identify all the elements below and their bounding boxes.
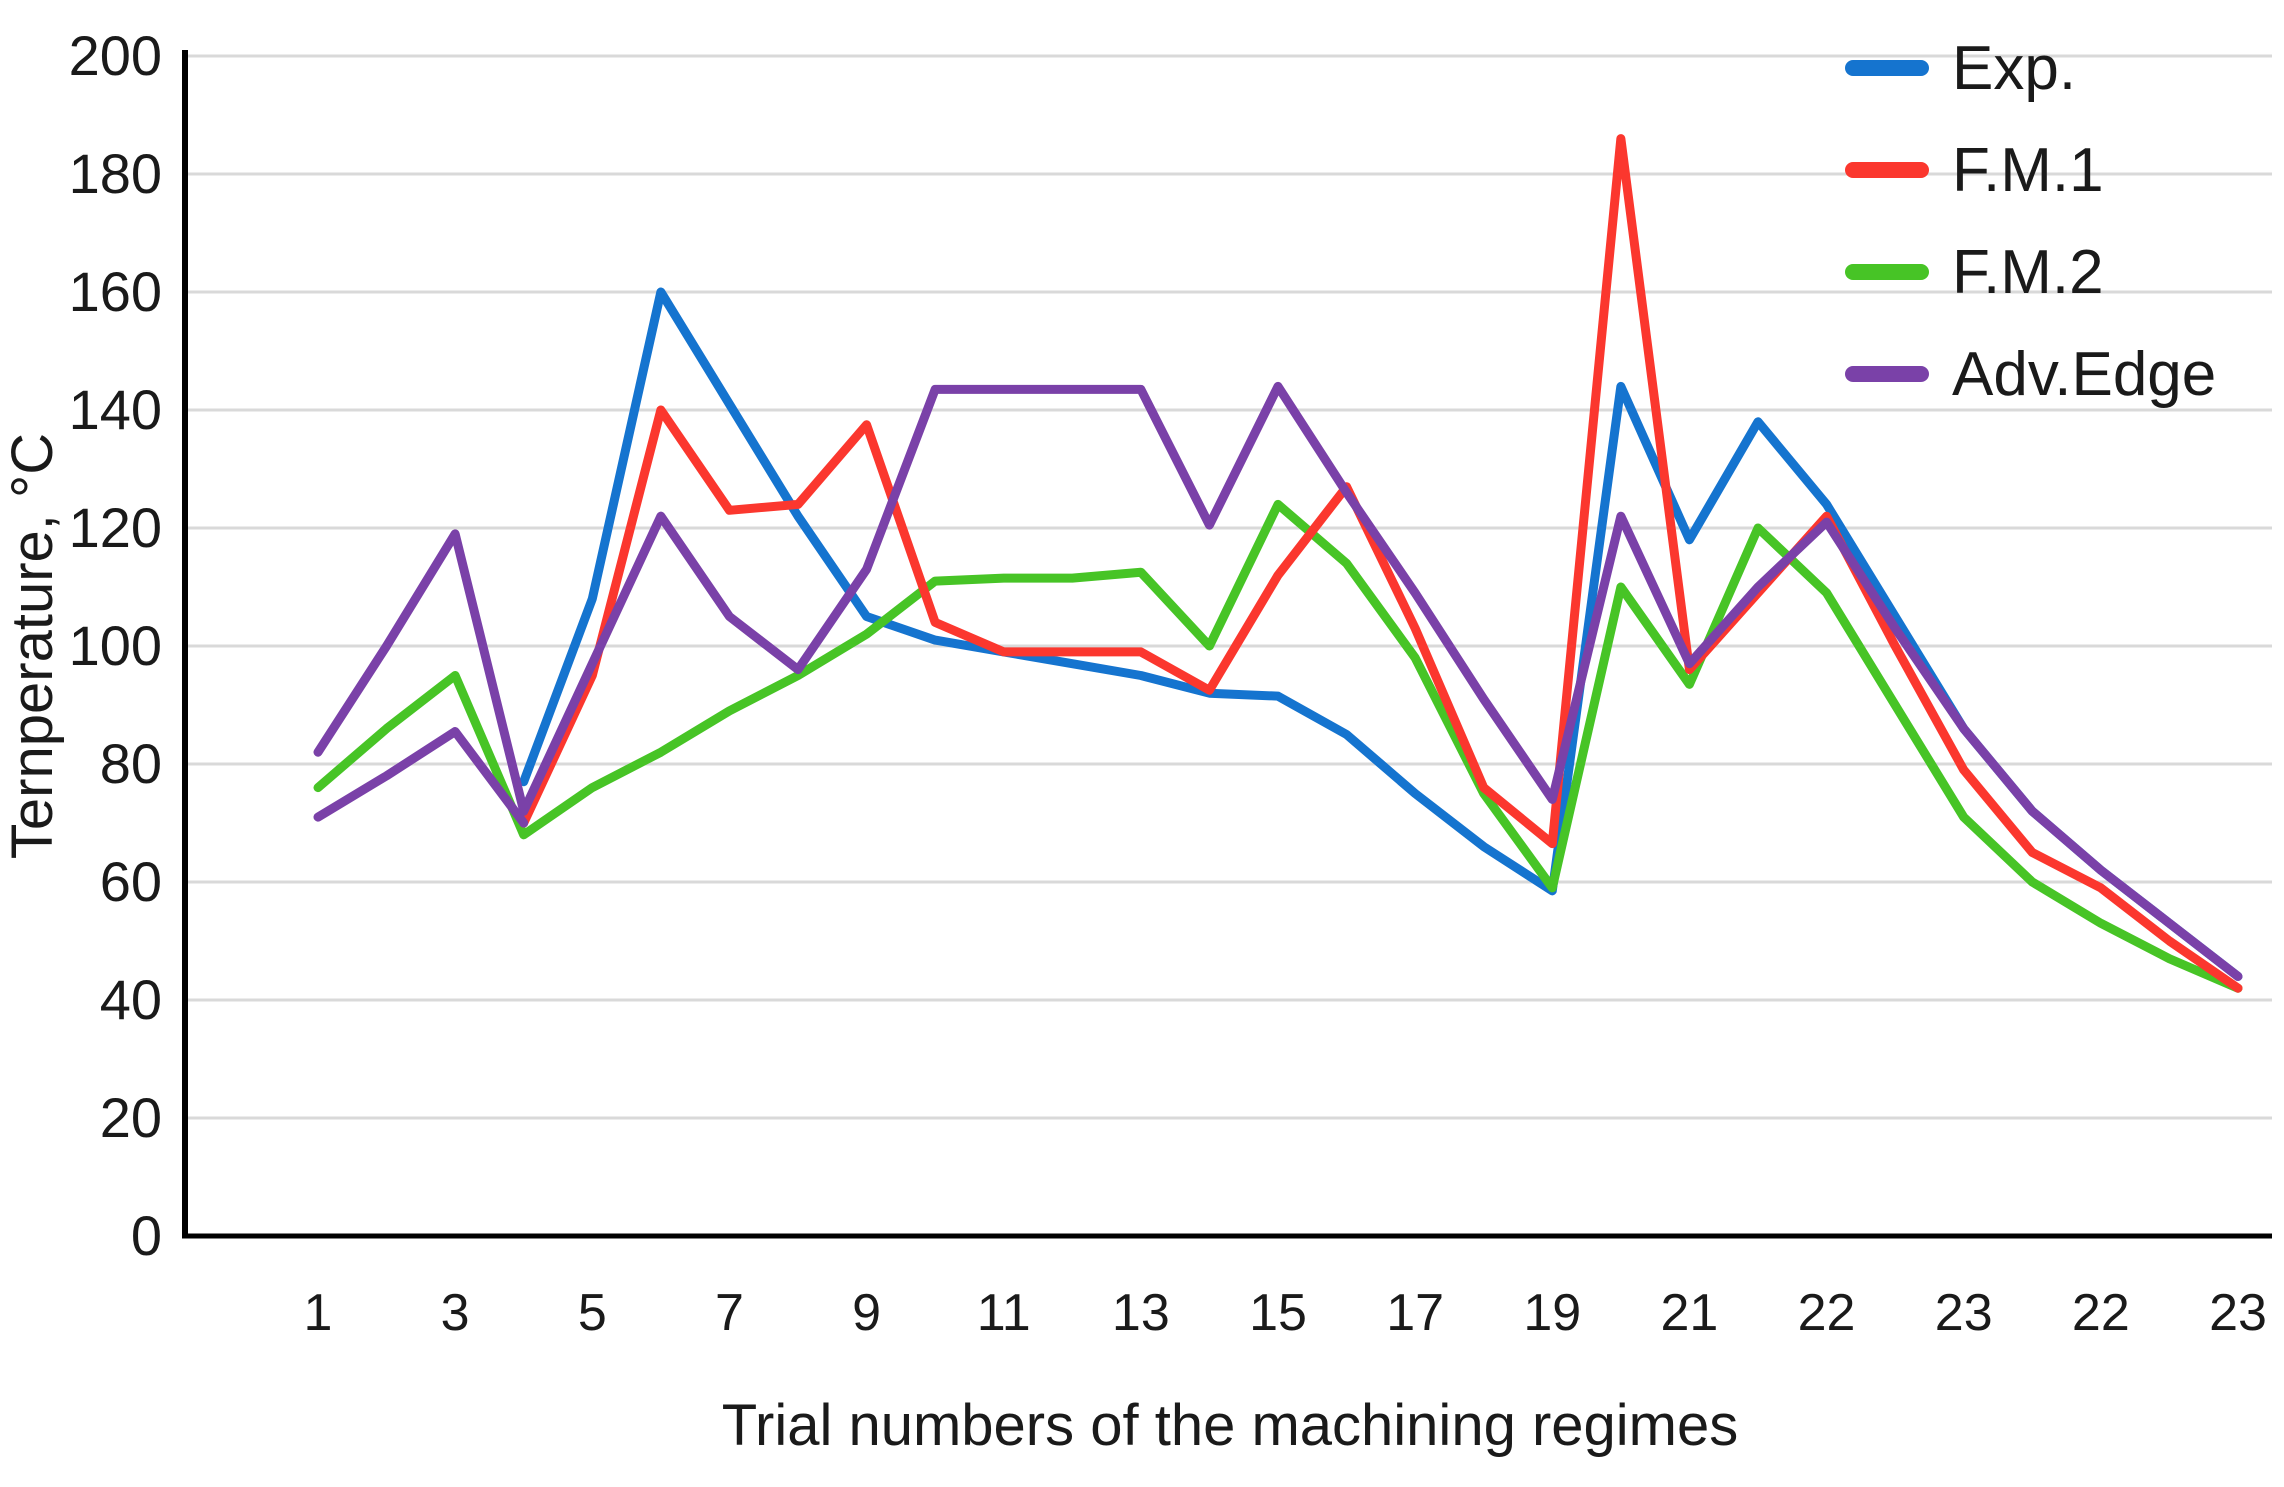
y-tick-label-180: 180	[69, 142, 162, 205]
data-series	[313, 134, 2243, 993]
legend-label-fm1: F.M.1	[1952, 136, 2104, 205]
legend-item-fm1: F.M.1	[1845, 136, 2104, 205]
x-tick-label-14: 23	[2209, 1284, 2267, 1342]
legend-label-fm2: F.M.2	[1952, 238, 2104, 307]
legend: Exp. F.M.1 F.M.2 Adv.Edge	[1845, 34, 2216, 409]
x-tick-label-2: 5	[578, 1284, 607, 1342]
y-tick-label-160: 160	[69, 260, 162, 323]
x-tick-label-3: 7	[715, 1284, 744, 1342]
x-tick-label-0: 1	[304, 1284, 333, 1342]
x-tick-label-7: 15	[1249, 1284, 1307, 1342]
legend-swatch-exp	[1845, 60, 1929, 76]
y-axis-title: Ternperature, °C	[0, 433, 65, 859]
x-tick-label-10: 21	[1661, 1284, 1719, 1342]
gridlines	[185, 54, 2272, 1238]
x-tick-label-5: 11	[977, 1284, 1031, 1342]
x-tick-label-1: 3	[441, 1284, 470, 1342]
legend-item-advedge: Adv.Edge	[1845, 340, 2216, 409]
legend-item-exp: Exp.	[1845, 34, 2076, 103]
x-axis-tick-labels: 1 3 5 7 9 11 13 15 17 19 21 22 23 22 23	[304, 1284, 2267, 1342]
x-tick-label-13: 22	[2072, 1284, 2130, 1342]
series-line-fm1	[519, 134, 2243, 993]
y-tick-label-60: 60	[100, 850, 162, 913]
series-line-advedge2	[313, 727, 529, 828]
y-tick-label-40: 40	[100, 968, 162, 1031]
x-tick-label-6: 13	[1112, 1284, 1170, 1342]
x-tick-label-9: 19	[1523, 1284, 1581, 1342]
y-tick-label-200: 200	[69, 24, 162, 87]
x-axis-title: Trial numbers of the machining regimes	[722, 1393, 1739, 1458]
series-line-fm2	[313, 499, 2243, 993]
y-tick-label-100: 100	[69, 614, 162, 677]
legend-label-exp: Exp.	[1952, 34, 2076, 103]
legend-label-advedge: Adv.Edge	[1952, 340, 2216, 409]
y-tick-label-80: 80	[100, 732, 162, 795]
y-tick-label-140: 140	[69, 378, 162, 441]
legend-swatch-fm2	[1845, 264, 1929, 280]
legend-item-fm2: F.M.2	[1845, 238, 2104, 307]
x-tick-label-11: 22	[1798, 1284, 1856, 1342]
y-tick-label-120: 120	[69, 496, 162, 559]
legend-swatch-advedge	[1845, 366, 1929, 382]
y-tick-label-0: 0	[131, 1204, 162, 1267]
y-tick-label-20: 20	[100, 1086, 162, 1149]
x-tick-label-12: 23	[1935, 1284, 1993, 1342]
legend-swatch-fm1	[1845, 162, 1929, 178]
x-tick-label-8: 17	[1386, 1284, 1444, 1342]
axes	[182, 50, 2272, 1239]
x-tick-label-4: 9	[852, 1284, 881, 1342]
y-axis-tick-labels: 0 20 40 60 80 100 120 140 160 180 200	[69, 24, 162, 1267]
series-line-advedge	[313, 381, 2243, 981]
